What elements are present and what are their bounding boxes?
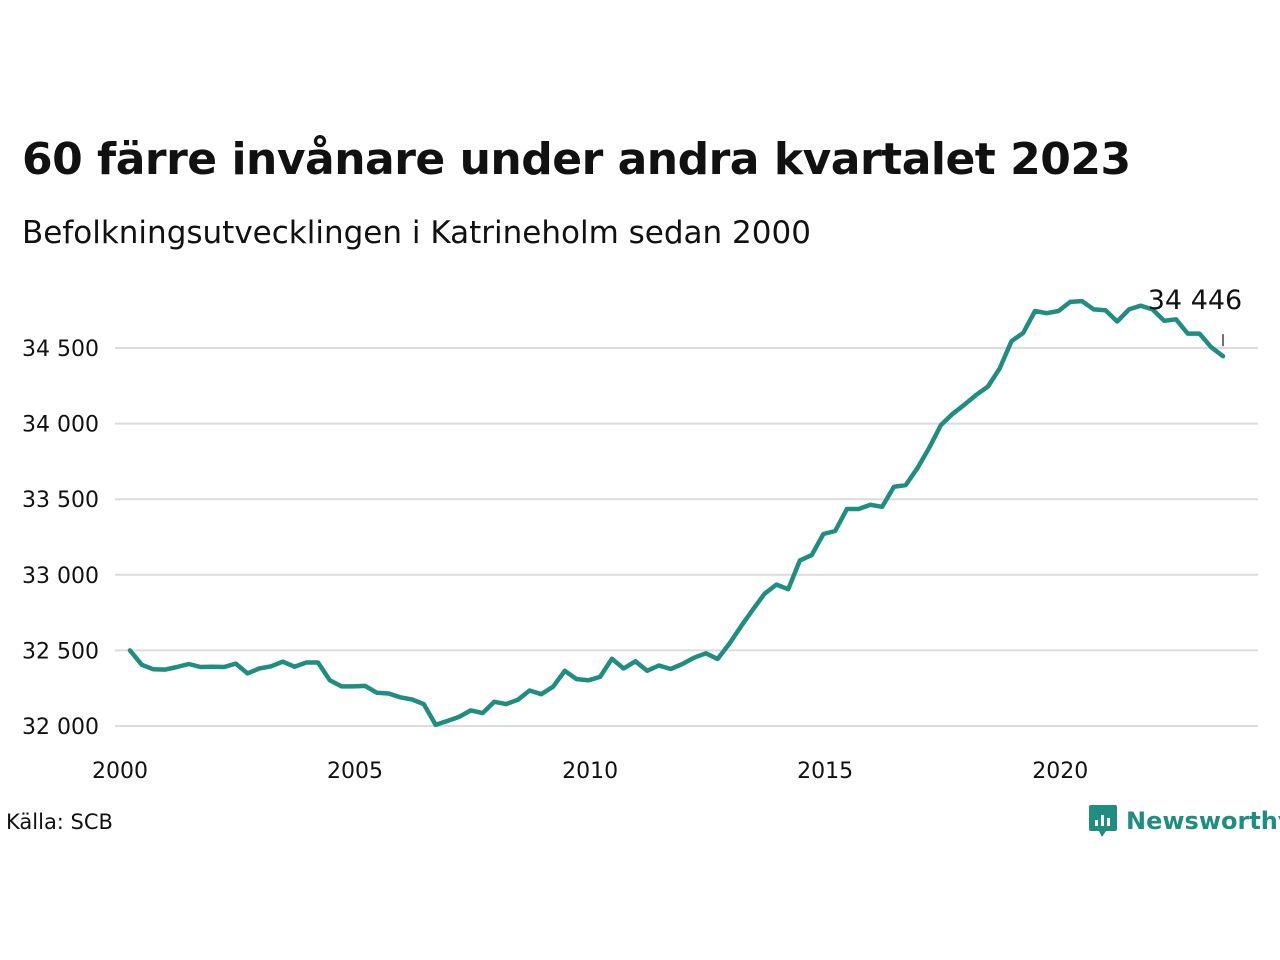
x-tick-label: 2010 bbox=[562, 759, 618, 784]
grid-lines bbox=[115, 347, 1258, 727]
population-series-line bbox=[127, 298, 1226, 728]
source-note: Källa: SCB bbox=[6, 810, 113, 834]
y-tick-label: 32 000 bbox=[22, 715, 99, 740]
x-tick-label: 2020 bbox=[1032, 759, 1088, 784]
bar-chart-speech-bubble-icon bbox=[1089, 805, 1117, 837]
x-axis-ticks: 2000 2005 2010 2015 2020 bbox=[92, 759, 1088, 784]
newsworthy-logo: Newsworthy bbox=[1088, 804, 1280, 838]
y-tick-label: 32 500 bbox=[22, 639, 99, 664]
chart-subtitle: Befolkningsutvecklingen i Katrineholm se… bbox=[22, 215, 811, 251]
brand-name: Newsworthy bbox=[1126, 807, 1280, 835]
x-tick-label: 2005 bbox=[327, 759, 383, 784]
last-value-label: 34 446 bbox=[1148, 285, 1242, 316]
y-tick-label: 34 500 bbox=[22, 337, 99, 362]
y-tick-label: 33 500 bbox=[22, 488, 99, 513]
x-tick-label: 2000 bbox=[92, 759, 148, 784]
x-tick-label: 2015 bbox=[797, 759, 853, 784]
chart-title: 60 färre invånare under andra kvartalet … bbox=[22, 134, 1131, 185]
y-axis-ticks: 32 000 32 500 33 000 33 500 34 000 34 500 bbox=[22, 337, 99, 740]
y-tick-label: 34 000 bbox=[22, 413, 99, 438]
y-tick-label: 33 000 bbox=[22, 564, 99, 589]
